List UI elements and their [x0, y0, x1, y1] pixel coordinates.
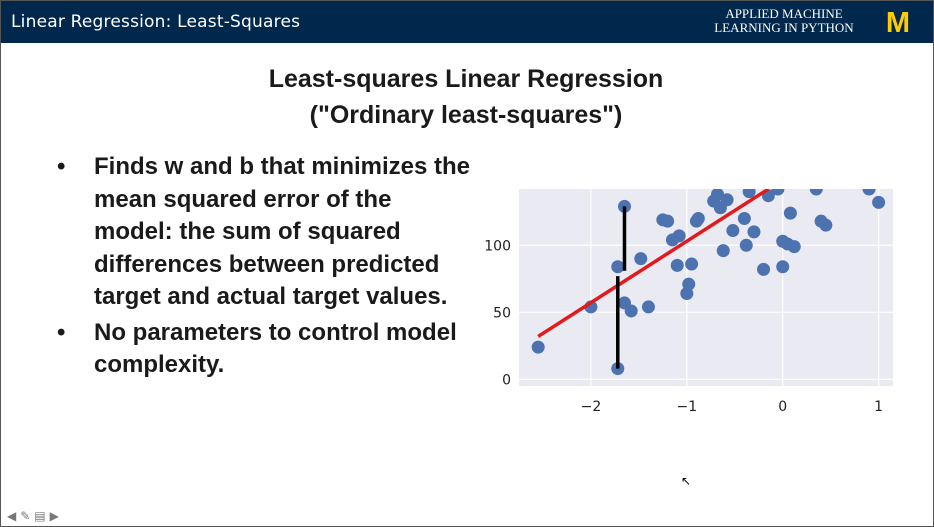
data-point: [787, 240, 801, 254]
data-point: [611, 260, 625, 274]
header-bar: Linear Regression: Least-Squares APPLIED…: [1, 1, 933, 43]
logo-letter: M: [886, 9, 910, 35]
data-point: [726, 224, 740, 238]
brand-line-2: LEARNING IN PYTHON: [714, 20, 854, 35]
menu-icon[interactable]: ▤: [34, 509, 46, 523]
data-point: [742, 189, 756, 199]
data-point: [819, 218, 833, 232]
course-brand: APPLIED MACHINE LEARNING IN PYTHON: [704, 7, 864, 35]
prev-arrow-icon[interactable]: ◀: [7, 509, 17, 523]
y-tick-label: 100: [484, 238, 511, 254]
data-point: [720, 193, 734, 207]
data-point: [809, 189, 823, 196]
slide-title: Least-squares Linear Regression ("Ordina…: [171, 61, 761, 133]
x-tick-label: −2: [581, 399, 602, 415]
next-arrow-icon[interactable]: ▶: [49, 509, 59, 523]
data-point: [611, 362, 625, 376]
plot-background: [519, 189, 893, 386]
data-point: [862, 189, 876, 196]
data-point: [661, 214, 675, 228]
data-point: [757, 262, 771, 276]
plot-marks: [531, 189, 886, 376]
data-point: [641, 300, 655, 314]
bullet-dot: •: [57, 153, 66, 180]
bullet-text: No parameters to control model complexit…: [94, 318, 457, 379]
data-point: [872, 195, 886, 209]
bullet-item: • No parameters to control model complex…: [51, 317, 471, 382]
slide-nav: ◀ ✎ ▤ ▶: [7, 509, 59, 523]
data-point: [624, 304, 638, 318]
data-point: [634, 252, 648, 266]
data-point: [747, 225, 761, 239]
data-point: [680, 287, 694, 301]
data-point: [771, 189, 785, 196]
bullet-item: • Finds w and b that minimizes the mean …: [51, 151, 471, 314]
data-point: [531, 340, 545, 354]
pen-icon[interactable]: ✎: [20, 509, 31, 523]
regression-scatter-chart: −2 −1 0 1 0 50 100: [484, 189, 893, 415]
x-tick-label: −1: [677, 399, 698, 415]
data-point: [716, 244, 730, 258]
slide-title-line-1: Least-squares Linear Regression: [268, 65, 664, 93]
data-point: [670, 258, 684, 272]
bullet-dot: •: [57, 318, 66, 346]
y-tick-label: 0: [502, 372, 511, 388]
x-tick-label: 1: [874, 399, 883, 415]
data-point: [711, 189, 725, 201]
data-point: [739, 238, 753, 252]
slide-title-line-2: ("Ordinary least-squares"): [309, 101, 623, 129]
university-logo: M: [886, 9, 910, 35]
data-point: [783, 206, 797, 220]
lecture-title: Linear Regression: Least-Squares: [11, 12, 301, 32]
regression-line: [537, 189, 770, 338]
data-point: [691, 211, 705, 225]
brand-line-1: APPLIED MACHINE: [725, 6, 843, 21]
x-tick-label: 0: [778, 399, 787, 415]
bullet-text: Finds w and b that minimizes the mean sq…: [94, 153, 471, 310]
y-tick-label: 50: [493, 305, 511, 321]
bullet-list: • Finds w and b that minimizes the mean …: [51, 151, 471, 382]
data-point: [737, 211, 751, 225]
data-point: [776, 260, 790, 274]
mouse-cursor-icon: ↖: [681, 474, 692, 488]
data-point: [685, 257, 699, 271]
data-point: [672, 229, 686, 243]
